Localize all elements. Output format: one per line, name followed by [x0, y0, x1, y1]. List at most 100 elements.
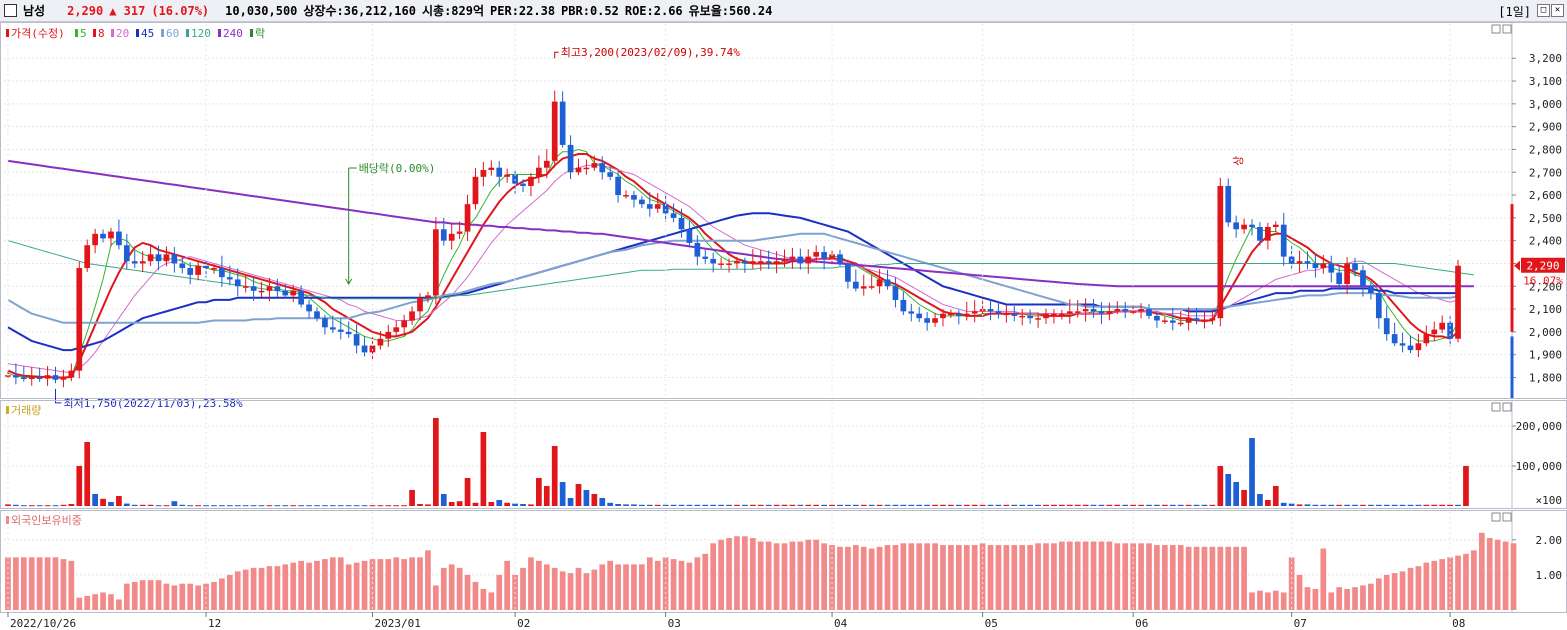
candle-body — [28, 377, 35, 379]
candle-body — [123, 245, 130, 262]
volume-bar — [116, 496, 122, 506]
candle-body — [1201, 320, 1208, 322]
foreign-bar — [1415, 566, 1422, 610]
foreign-bar — [163, 583, 170, 610]
panel-close-icon[interactable] — [1502, 24, 1512, 34]
candle-body — [852, 281, 859, 289]
candle-body — [298, 290, 304, 305]
foreign-bar — [678, 560, 685, 610]
foreign-bar — [504, 560, 511, 610]
price-tick-label: 1,800 — [1529, 371, 1562, 384]
candle-body — [718, 263, 724, 265]
foreign-bar — [1486, 538, 1493, 610]
candle-body — [250, 286, 257, 291]
candle-body — [417, 297, 423, 312]
candle-body — [131, 261, 138, 264]
foreign-bar — [1169, 545, 1176, 610]
candle-body — [488, 167, 495, 170]
volume-bar — [702, 504, 709, 506]
header-checkbox[interactable] — [4, 4, 17, 17]
volume-bar — [1463, 466, 1469, 506]
candle-body — [599, 163, 606, 173]
foreign-bar — [900, 543, 907, 610]
candle-body — [1058, 313, 1065, 316]
panel-close-icon[interactable] — [1502, 402, 1512, 412]
candle-body — [591, 163, 598, 168]
candle-body — [1328, 263, 1335, 273]
volume-bar — [1399, 504, 1406, 506]
candle-body — [234, 279, 241, 287]
foreign-bar — [1463, 553, 1469, 610]
price-tick-label: 2,600 — [1529, 189, 1562, 202]
candle-body — [448, 233, 455, 241]
foreign-bar — [448, 564, 455, 610]
volume-bar — [1447, 504, 1453, 506]
volume-bar — [242, 505, 249, 507]
volume-bar — [211, 505, 217, 507]
price-tick-label: 2,500 — [1529, 212, 1562, 225]
candle-body — [773, 261, 780, 264]
candle-body — [329, 327, 336, 330]
maximize-icon[interactable]: □ — [1537, 4, 1550, 17]
volume-bar — [607, 502, 614, 506]
candle-body — [1312, 263, 1319, 269]
stock-name: 남성 — [23, 4, 46, 18]
candle-body — [1154, 315, 1160, 321]
foreign-bar — [1011, 545, 1018, 610]
foreign-bar — [1478, 532, 1485, 610]
candle-body — [385, 331, 392, 339]
period-selector[interactable]: [1일] — [1498, 5, 1531, 19]
foreign-bar — [1114, 543, 1121, 610]
chart-area[interactable]: 1,8001,9002,0002,1002,2002,3002,4002,500… — [0, 22, 1567, 630]
foreign-bar — [234, 571, 241, 610]
candle-body — [789, 256, 796, 259]
foreign-bar — [916, 543, 923, 610]
foreign-bar — [1138, 543, 1144, 610]
volume-bar — [900, 504, 907, 506]
volume-bar — [686, 504, 693, 506]
foreign-bar — [520, 567, 526, 610]
volume-bar — [496, 500, 503, 506]
volume-bar — [670, 504, 677, 506]
volume-bar — [1074, 504, 1081, 506]
volume-bar — [1391, 504, 1398, 506]
volume-bar — [955, 504, 962, 506]
price-tick-label: 3,200 — [1529, 52, 1562, 65]
foreign-bar — [749, 538, 756, 610]
volume-bar — [171, 501, 178, 506]
volume-bar — [322, 505, 328, 507]
close-icon[interactable]: ✕ — [1551, 4, 1564, 17]
candle-body — [44, 375, 51, 379]
dividend-annotation: 배당락(0.00%) — [359, 162, 436, 175]
foreign-bar — [155, 580, 162, 610]
candle-body — [171, 254, 178, 264]
panel-close-icon[interactable] — [1502, 512, 1512, 522]
foreign-bar — [1130, 543, 1137, 610]
volume-bar — [417, 504, 423, 506]
foreign-bar — [1312, 588, 1319, 610]
foreign-bar — [456, 567, 463, 610]
legend-swatch — [75, 29, 78, 37]
foreign-bar — [797, 541, 804, 610]
volume-bar — [1011, 504, 1018, 506]
candle-body — [1225, 185, 1232, 223]
foreign-bar — [1510, 543, 1517, 610]
candle-body — [1320, 263, 1327, 269]
candle-body — [1082, 309, 1089, 312]
volume-bar — [385, 505, 392, 507]
candle-body — [1209, 318, 1216, 321]
volume-bar — [971, 504, 978, 506]
candle-body — [932, 318, 938, 323]
foreign-bar — [108, 594, 114, 610]
volume-bar — [1066, 504, 1073, 506]
panel-restore-icon[interactable] — [1491, 512, 1501, 522]
panel-restore-icon[interactable] — [1491, 24, 1501, 34]
volume-bar — [1130, 504, 1137, 506]
foreign-bar — [639, 564, 645, 610]
x-tick-label: 06 — [1135, 617, 1148, 630]
volume-bar — [694, 504, 701, 506]
candle-body — [963, 313, 970, 316]
foreign-bar — [591, 569, 598, 610]
panel-restore-icon[interactable] — [1491, 402, 1501, 412]
volume-bar — [123, 503, 130, 506]
